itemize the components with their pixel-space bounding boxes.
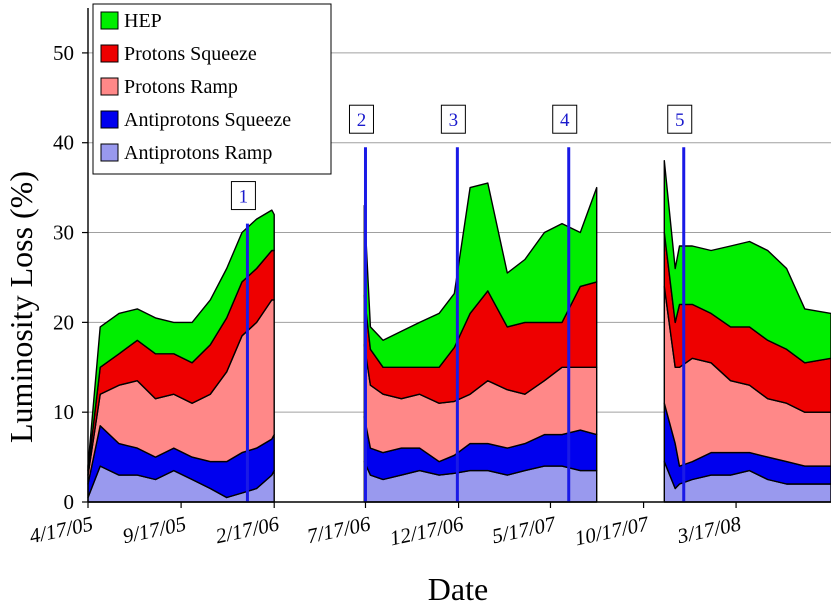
y-tick-label: 20 bbox=[53, 310, 74, 334]
x-tick-label: 4/17/05 bbox=[27, 511, 95, 548]
legend: HEP Protons Squeeze Protons Ramp Antiproton… bbox=[92, 3, 332, 175]
legend-label: Protons Ramp bbox=[124, 76, 238, 98]
y-tick-labels: 0 10 20 30 40 50 bbox=[53, 41, 74, 514]
legend-swatch bbox=[100, 44, 119, 63]
event-markers: 1 2 3 4 5 bbox=[230, 104, 693, 502]
legend-swatch bbox=[100, 143, 119, 162]
y-tick-label: 40 bbox=[53, 131, 74, 155]
legend-swatch bbox=[100, 110, 119, 129]
y-tick-label: 30 bbox=[53, 221, 74, 245]
marker-box-2 bbox=[348, 104, 374, 134]
y-axis-title: Luminosity Loss (%) bbox=[3, 171, 39, 443]
x-axis-title: Date bbox=[428, 571, 488, 604]
legend-label: Antiprotons Ramp bbox=[124, 142, 272, 164]
x-tick-label: 7/17/06 bbox=[305, 511, 373, 548]
legend-box bbox=[92, 3, 332, 175]
x-tick-label: 9/17/05 bbox=[120, 511, 188, 548]
marker-label-5: 5 bbox=[675, 110, 685, 131]
marker-box-4 bbox=[552, 104, 578, 134]
marker-box-3 bbox=[440, 104, 466, 134]
x-tick-label: 3/17/08 bbox=[674, 511, 743, 548]
marker-label-4: 4 bbox=[560, 110, 570, 131]
legend-swatch bbox=[100, 77, 119, 96]
marker-box-1 bbox=[230, 181, 256, 211]
area-hep-segment-3 bbox=[663, 160, 831, 364]
x-tick-label: 12/17/06 bbox=[388, 511, 467, 550]
y-tick-label: 50 bbox=[53, 41, 74, 65]
area-hep-segment-2 bbox=[363, 182, 598, 368]
x-tick-label: 10/17/07 bbox=[573, 511, 652, 550]
x-tick-label: 5/17/07 bbox=[490, 511, 559, 548]
y-tick-label: 10 bbox=[53, 400, 74, 424]
x-tick-labels: 4/17/05 9/17/05 2/17/06 7/17/06 12/17/06 5/17… bbox=[27, 511, 743, 550]
y-tick-label: 0 bbox=[64, 490, 75, 514]
area-hep-segment-1 bbox=[87, 209, 275, 472]
marker-label-1: 1 bbox=[239, 187, 249, 208]
marker-box-5 bbox=[667, 104, 693, 134]
stacked-areas bbox=[87, 160, 831, 503]
legend-swatch bbox=[100, 11, 119, 30]
x-tick-label: 2/17/06 bbox=[213, 511, 281, 548]
marker-label-2: 2 bbox=[357, 110, 367, 131]
axes bbox=[82, 8, 831, 508]
legend-label: Antiprotons Squeeze bbox=[124, 109, 291, 131]
legend-label: Protons Squeeze bbox=[124, 43, 257, 65]
marker-label-3: 3 bbox=[449, 110, 459, 131]
legend-label: HEP bbox=[124, 10, 162, 32]
